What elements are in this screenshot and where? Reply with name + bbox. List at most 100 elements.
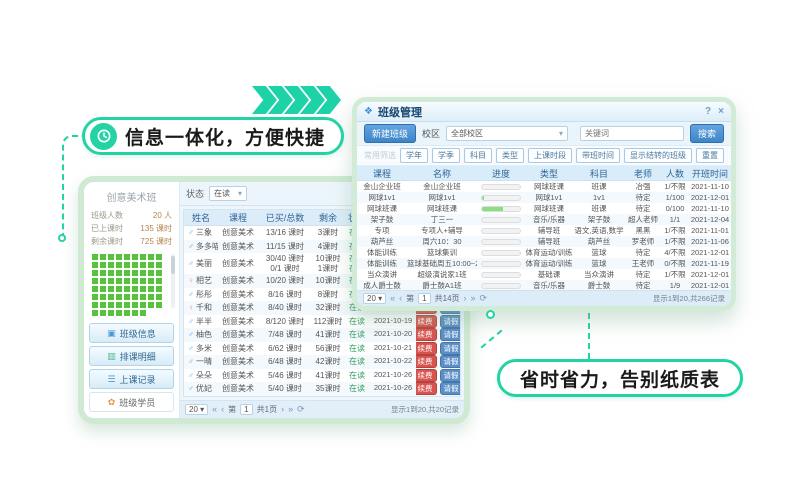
lesson-cell[interactable] — [100, 310, 106, 316]
lesson-cell[interactable] — [132, 262, 138, 268]
lesson-cell[interactable] — [148, 286, 154, 292]
lesson-cell[interactable] — [132, 254, 138, 260]
filter-chip-带班时间[interactable]: 带班时间 — [576, 148, 620, 163]
lesson-cell[interactable] — [92, 270, 98, 276]
page-number-input[interactable]: 1 — [418, 293, 431, 304]
lesson-cell[interactable] — [100, 302, 106, 308]
lesson-cell[interactable] — [140, 254, 146, 260]
lesson-cell[interactable] — [108, 286, 114, 292]
lesson-cell[interactable] — [140, 294, 146, 300]
lesson-cell[interactable] — [100, 262, 106, 268]
lesson-cell[interactable] — [100, 286, 106, 292]
renew-button[interactable]: 续费 — [416, 382, 437, 396]
filter-chip-科目[interactable]: 科目 — [464, 148, 492, 163]
lesson-cell[interactable] — [148, 262, 154, 268]
lesson-cell[interactable] — [156, 254, 162, 260]
lesson-cell[interactable] — [124, 254, 130, 260]
lesson-cell[interactable] — [108, 262, 114, 268]
class-row[interactable]: 葫芦丝 周六10：30 辅导班 葫芦丝 罗老师 1/不限 2021-11-06 — [357, 236, 731, 247]
lesson-cell[interactable] — [116, 302, 122, 308]
campus-select[interactable]: 全部校区 — [446, 126, 569, 141]
lesson-cell[interactable] — [132, 286, 138, 292]
lesson-cell[interactable] — [92, 302, 98, 308]
student-row[interactable]: ♂ 多米 创意美术 6/62 课时 56课时 在读 2021-10-21 续费 请假 — [184, 341, 460, 356]
class-row[interactable]: 体能训练 篮球集训 体育运动/训练 篮球 待定 4/不限 2021-12-01 — [357, 247, 731, 258]
page-size-select[interactable]: 20 ▾ — [363, 293, 387, 304]
lesson-cell[interactable] — [156, 278, 162, 284]
lesson-cell[interactable] — [92, 286, 98, 292]
lesson-cell[interactable] — [156, 286, 162, 292]
renew-button[interactable]: 续费 — [416, 328, 437, 342]
lesson-cell[interactable] — [108, 270, 114, 276]
sidebar-item-上课记录[interactable]: ☰ 上课记录 — [89, 369, 174, 389]
lesson-cell[interactable] — [100, 270, 106, 276]
lesson-cell[interactable] — [140, 278, 146, 284]
first-page-icon[interactable]: « — [212, 404, 218, 414]
lesson-cell[interactable] — [124, 278, 130, 284]
filter-chip-学年[interactable]: 学年 — [400, 148, 428, 163]
class-row[interactable]: 体能训练 篮球基础周五10:00~2 体育运动/训练 篮球 王老师 0/不限 2021-11… — [357, 258, 731, 269]
status-select[interactable]: 在读 — [209, 186, 248, 201]
sidebar-item-班级信息[interactable]: ▣ 班级信息 — [89, 323, 174, 343]
renew-button[interactable]: 续费 — [416, 341, 437, 355]
student-row[interactable]: ♂ 半半 创意美术 8/120 课时 112课时 在读 2021-10-19 续费 请假 — [184, 314, 460, 329]
renew-button[interactable]: 续费 — [416, 355, 437, 369]
refresh-icon[interactable]: ⟳ — [297, 404, 305, 414]
filter-chip-学季[interactable]: 学季 — [432, 148, 460, 163]
lesson-cell[interactable] — [148, 278, 154, 284]
student-row[interactable]: ♂ 朵朵 创意美术 5/46 课时 41课时 在读 2021-10-26 续费 请假 — [184, 368, 460, 383]
student-row[interactable]: ♂ 一晴 创意美术 6/48 课时 42课时 在读 2021-10-22 续费 请假 — [184, 355, 460, 369]
lesson-cell[interactable] — [92, 278, 98, 284]
class-row[interactable]: 专项 专项人+辅导 辅导班 语文,英语,数学 黑黑 1/不限 2021-11-01 — [357, 225, 731, 236]
lesson-cell[interactable] — [100, 294, 106, 300]
lesson-cell[interactable] — [108, 294, 114, 300]
last-page-icon[interactable]: » — [470, 293, 476, 303]
lesson-cell[interactable] — [124, 302, 130, 308]
lesson-cell[interactable] — [156, 270, 162, 276]
lesson-cell[interactable] — [124, 294, 130, 300]
filter-chip-上课时段[interactable]: 上课时段 — [528, 148, 572, 163]
lesson-cell[interactable] — [92, 294, 98, 300]
lesson-cell[interactable] — [148, 302, 154, 308]
leave-button[interactable]: 请假 — [439, 328, 460, 342]
class-row[interactable]: 架子鼓 丁三一 音乐/乐器 架子鼓 超人老师 1/1 2021-12-04 — [357, 214, 731, 225]
lesson-cell[interactable] — [116, 278, 122, 284]
help-icon[interactable]: ? — [705, 106, 712, 117]
lesson-cell[interactable] — [92, 310, 98, 316]
student-row[interactable]: ♂ 柚色 创意美术 7/48 课时 41课时 在读 2021-10-20 续费 请假 — [184, 328, 460, 342]
lesson-cell[interactable] — [108, 278, 114, 284]
filter-chip-类型[interactable]: 类型 — [496, 148, 524, 163]
lesson-cell[interactable] — [92, 262, 98, 268]
lesson-cell[interactable] — [132, 302, 138, 308]
renew-button[interactable]: 续费 — [416, 314, 437, 328]
class-row[interactable]: 金山企业班 金山企业班 网球班课 班课 冶强 1/不限 2021-11-10 — [357, 181, 731, 192]
lesson-cell[interactable] — [100, 254, 106, 260]
lesson-cell[interactable] — [148, 254, 154, 260]
page-number-input[interactable]: 1 — [240, 404, 253, 415]
keyword-search-input[interactable] — [579, 126, 684, 141]
lesson-cell[interactable] — [132, 310, 138, 316]
first-page-icon[interactable]: « — [390, 293, 396, 303]
lesson-cell[interactable] — [92, 254, 98, 260]
lesson-cell[interactable] — [100, 278, 106, 284]
lesson-cell[interactable] — [124, 262, 130, 268]
leave-button[interactable]: 请假 — [439, 382, 460, 396]
sidebar-scrollbar[interactable] — [171, 254, 175, 308]
lesson-cell[interactable] — [156, 262, 162, 268]
leave-button[interactable]: 请假 — [439, 355, 460, 369]
lesson-cell[interactable] — [116, 262, 122, 268]
lesson-cell[interactable] — [132, 270, 138, 276]
new-class-button[interactable]: 新建班级 — [364, 124, 417, 143]
class-row[interactable]: 网球1v1 网球1v1 网球1v1 1v1 待定 1/100 2021-12-01 — [357, 192, 731, 203]
class-row[interactable]: 当众演讲 超级演说家1班 基础课 当众演讲 待定 1/不限 2021-12-01 — [357, 269, 731, 280]
leave-button[interactable]: 请假 — [439, 368, 460, 382]
last-page-icon[interactable]: » — [288, 404, 294, 414]
lesson-cell[interactable] — [124, 286, 130, 292]
prev-page-icon[interactable]: ‹ — [399, 293, 403, 303]
refresh-icon[interactable]: ⟳ — [479, 293, 488, 303]
class-row[interactable]: 网球班课 网球班课 网球班课 班课 待定 0/100 2021-11-10 — [357, 203, 731, 214]
class-row[interactable]: 成人爵士鼓 爵士鼓A1班 音乐/乐器 爵士鼓 待定 1/9 2021-12-01 — [357, 280, 731, 290]
sidebar-item-排课明细[interactable]: ▥ 排课明细 — [89, 346, 174, 366]
prev-page-icon[interactable]: ‹ — [221, 404, 225, 414]
lesson-cell[interactable] — [140, 286, 146, 292]
